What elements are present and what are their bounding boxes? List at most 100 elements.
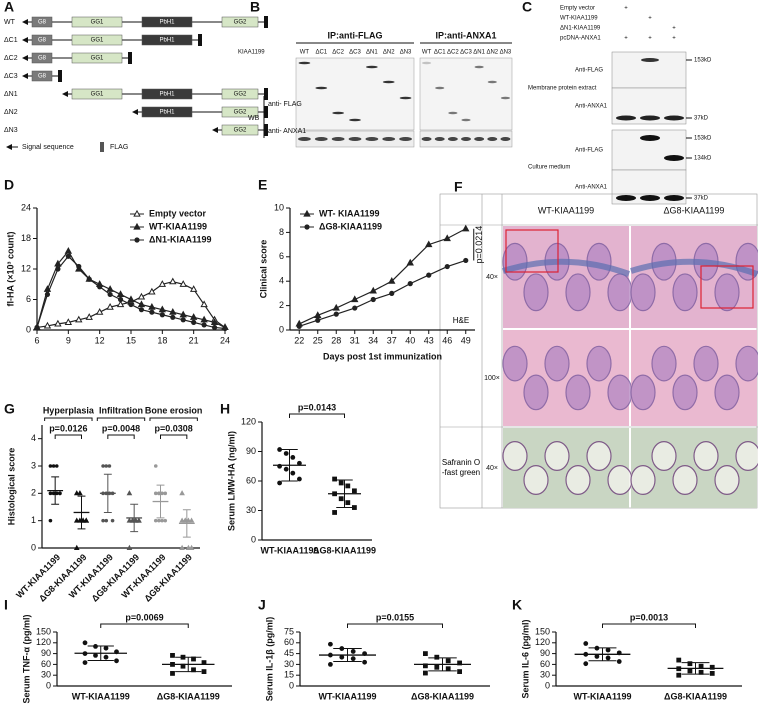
y-axis-label: Clinical score <box>258 240 268 299</box>
lane-label: ΔC1 <box>315 50 327 56</box>
band <box>616 115 636 121</box>
condition-mark: + <box>624 36 628 42</box>
micrograph <box>503 330 629 426</box>
marker <box>54 319 62 327</box>
marker <box>200 315 208 323</box>
band <box>298 61 311 65</box>
marker <box>434 664 440 670</box>
panel-letter: F <box>454 179 463 195</box>
construct-name: WT <box>4 19 16 26</box>
tissue <box>523 465 549 496</box>
marker <box>222 325 228 332</box>
y-tick-label: 30 <box>246 505 256 515</box>
y-tick-label: 30 <box>540 670 550 680</box>
marker <box>676 657 682 663</box>
marker <box>189 285 198 292</box>
marker <box>328 641 333 647</box>
marker <box>179 310 187 318</box>
marker <box>185 517 192 523</box>
x-tick-label: 34 <box>368 335 378 345</box>
band <box>365 65 378 69</box>
marker <box>64 318 73 325</box>
marker <box>426 272 432 278</box>
domain-label: GG1 <box>91 56 104 62</box>
blot-title: IP:anti-ANXA1 <box>435 30 496 40</box>
antibody-label: Anti-ANXA1 <box>575 104 608 110</box>
p-value: p=0.0143 <box>298 402 336 412</box>
marker <box>126 544 133 550</box>
marker <box>277 463 282 469</box>
domain-label: GG2 <box>234 92 247 98</box>
tissue <box>714 465 740 496</box>
x-tick-label: 21 <box>189 335 199 345</box>
domain <box>71 16 123 28</box>
flag <box>264 88 268 100</box>
band <box>664 115 684 121</box>
panel-letter: H <box>220 401 230 417</box>
marker <box>189 313 198 320</box>
marker <box>191 656 196 662</box>
band <box>500 137 511 141</box>
marker <box>303 209 311 217</box>
tissue <box>502 345 528 382</box>
band <box>365 137 379 141</box>
band <box>616 195 636 201</box>
marker <box>163 518 168 523</box>
marker <box>304 224 310 230</box>
band <box>448 111 458 115</box>
marker <box>170 653 175 658</box>
series-line <box>298 228 467 325</box>
y-tick-label: 0 <box>251 534 256 544</box>
marker <box>85 313 93 320</box>
marker <box>605 647 611 653</box>
flag <box>100 142 104 152</box>
lane-label: ΔC3 <box>460 50 472 56</box>
marker <box>583 661 589 667</box>
y-tick-label: 120 <box>241 416 256 426</box>
x-tick-label: WT-KIAA1199 <box>260 545 318 555</box>
lane-label: ΔC2 <box>332 50 344 56</box>
marker <box>211 324 218 331</box>
magnification: 100× <box>484 375 500 382</box>
marker <box>93 653 98 658</box>
tissue <box>565 374 591 411</box>
band <box>435 86 445 90</box>
marker <box>129 517 136 523</box>
marker <box>44 291 51 298</box>
marker <box>159 312 165 318</box>
marker <box>388 277 396 284</box>
marker <box>54 491 59 496</box>
x-tick-label: 18 <box>157 335 167 345</box>
marker <box>73 490 80 496</box>
band <box>314 137 328 141</box>
domain <box>141 34 193 46</box>
domain <box>221 124 259 136</box>
marker <box>117 296 124 303</box>
signal-arrow <box>22 37 28 43</box>
p-value: p=0.0155 <box>376 612 414 622</box>
band <box>487 137 498 141</box>
marker <box>338 496 344 502</box>
x-tick-label: 24 <box>220 335 230 345</box>
marker <box>407 281 413 287</box>
condition-mark: + <box>624 6 628 12</box>
marker <box>76 263 82 270</box>
micrograph <box>631 226 757 328</box>
domain <box>221 106 259 118</box>
band <box>298 137 311 141</box>
tissue <box>735 345 758 382</box>
annotation: p=0.0214 <box>474 226 484 264</box>
blot <box>611 51 687 89</box>
marker <box>210 318 219 325</box>
marker <box>106 285 114 292</box>
domain <box>31 70 53 82</box>
panel-letter: D <box>4 177 14 193</box>
marker <box>425 240 433 248</box>
size-label: 134kD <box>694 156 712 162</box>
marker <box>103 654 109 660</box>
marker <box>328 662 333 667</box>
p-bracket <box>54 434 82 439</box>
marker <box>116 300 125 308</box>
marker <box>128 301 134 308</box>
marker <box>370 296 376 303</box>
